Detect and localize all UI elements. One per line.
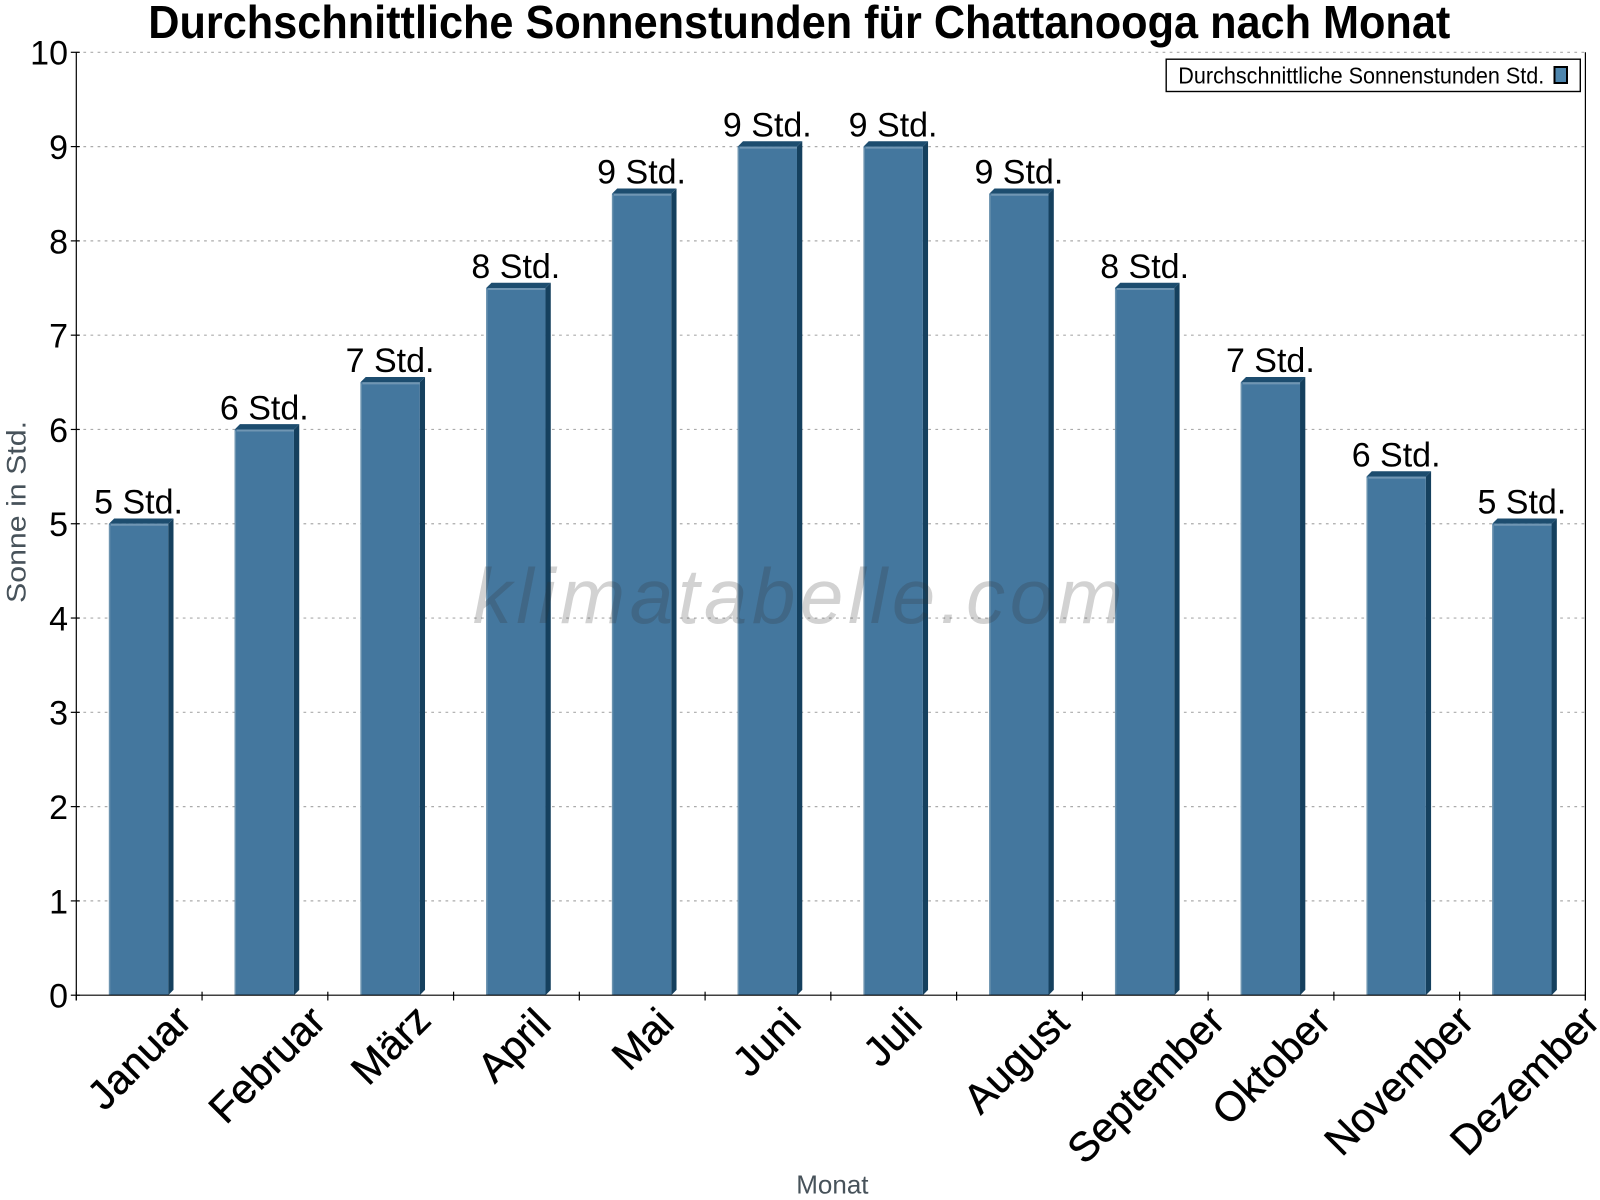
svg-text:5 Std.: 5 Std.: [1477, 484, 1566, 522]
svg-text:6: 6: [49, 412, 68, 450]
svg-text:2: 2: [49, 789, 68, 827]
svg-text:4: 4: [49, 600, 68, 638]
svg-text:7 Std.: 7 Std.: [346, 342, 435, 380]
svg-text:9 Std.: 9 Std.: [597, 154, 686, 192]
svg-text:9 Std.: 9 Std.: [723, 106, 812, 144]
svg-text:Durchschnittliche Sonnenstunde: Durchschnittliche Sonnenstunden für Chat…: [148, 0, 1450, 48]
svg-text:3: 3: [49, 695, 68, 733]
svg-text:10: 10: [30, 35, 68, 73]
svg-text:6 Std.: 6 Std.: [1352, 436, 1441, 474]
svg-text:8: 8: [49, 223, 68, 261]
svg-text:9 Std.: 9 Std.: [974, 154, 1063, 192]
svg-text:7 Std.: 7 Std.: [1226, 342, 1315, 380]
svg-text:8 Std.: 8 Std.: [471, 248, 560, 286]
svg-text:7: 7: [49, 318, 68, 356]
svg-text:Monat: Monat: [796, 1169, 869, 1199]
svg-text:0: 0: [49, 978, 68, 1016]
svg-text:8 Std.: 8 Std.: [1100, 248, 1189, 286]
svg-text:9: 9: [49, 129, 68, 167]
svg-text:5: 5: [49, 506, 68, 544]
svg-text:5 Std.: 5 Std.: [94, 484, 183, 522]
svg-text:1: 1: [49, 883, 68, 921]
svg-text:6 Std.: 6 Std.: [220, 389, 309, 427]
svg-text:9 Std.: 9 Std.: [849, 106, 938, 144]
svg-text:Sonne in Std.: Sonne in Std.: [1, 421, 31, 603]
svg-text:Durchschnittliche Sonnenstunde: Durchschnittliche Sonnenstunden Std.: [1178, 63, 1544, 89]
